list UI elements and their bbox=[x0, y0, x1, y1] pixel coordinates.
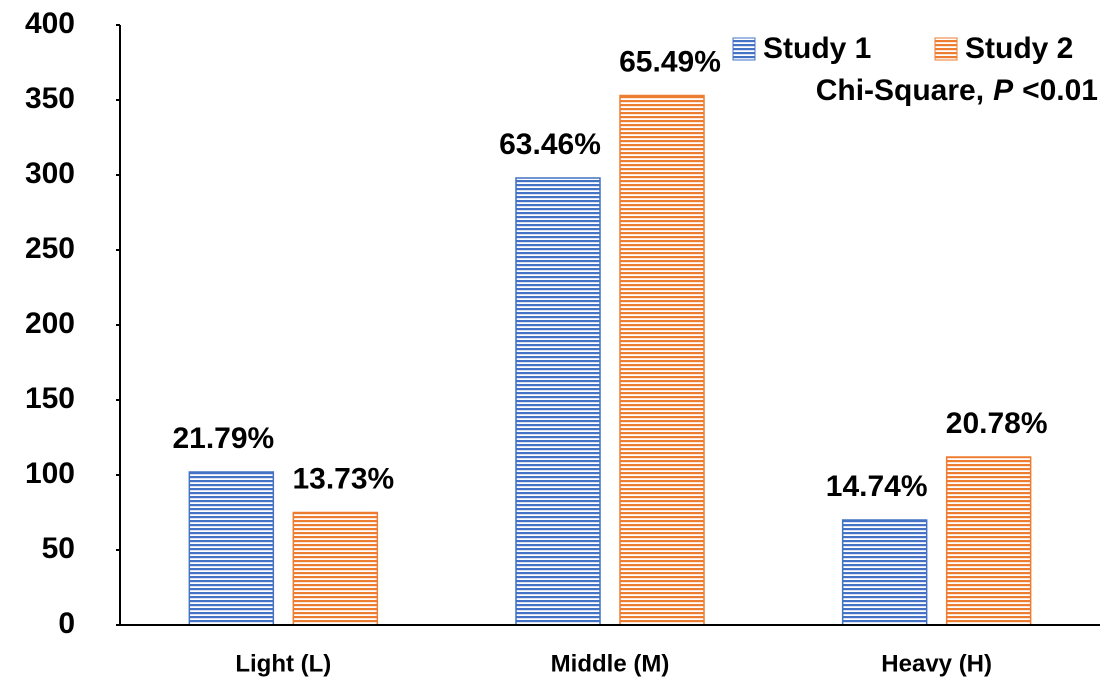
y-tick-label: 300 bbox=[25, 157, 75, 190]
bar bbox=[292, 511, 379, 626]
bar-label: 14.74% bbox=[826, 470, 928, 503]
bar bbox=[619, 94, 705, 626]
y-tick-label: 400 bbox=[25, 7, 75, 40]
legend-swatch bbox=[732, 37, 756, 61]
y-tick-label: 0 bbox=[58, 607, 75, 640]
y-tick-label: 150 bbox=[25, 382, 75, 415]
legend-label: Study 1 bbox=[763, 32, 871, 65]
y-tick-label: 250 bbox=[25, 232, 75, 265]
bar bbox=[515, 177, 601, 626]
annotation-part: <0.01 bbox=[1022, 74, 1098, 107]
legend-label: Study 2 bbox=[965, 32, 1073, 65]
bar bbox=[188, 471, 275, 626]
legend-swatch bbox=[934, 37, 958, 61]
bar-label: 13.73% bbox=[292, 462, 394, 495]
x-tick-label: Heavy (H) bbox=[881, 650, 992, 677]
y-tick-label: 200 bbox=[25, 307, 75, 340]
x-tick-label: Light (L) bbox=[235, 650, 331, 677]
y-tick-label: 50 bbox=[42, 532, 75, 565]
annotation-part: P bbox=[993, 74, 1014, 107]
x-tick-label: Middle (M) bbox=[551, 650, 670, 677]
annotation-part: Chi-Square, bbox=[816, 74, 984, 107]
y-tick-label: 100 bbox=[25, 457, 75, 490]
bar bbox=[841, 519, 928, 626]
bar-label: 65.49% bbox=[619, 45, 721, 78]
annotation: Chi-Square, P <0.01 bbox=[816, 74, 1098, 107]
bar-label: 63.46% bbox=[499, 128, 601, 161]
bar bbox=[945, 456, 1032, 626]
bar-label: 20.78% bbox=[946, 407, 1048, 440]
y-tick-label: 350 bbox=[25, 82, 75, 115]
bar-label: 21.79% bbox=[172, 422, 274, 455]
